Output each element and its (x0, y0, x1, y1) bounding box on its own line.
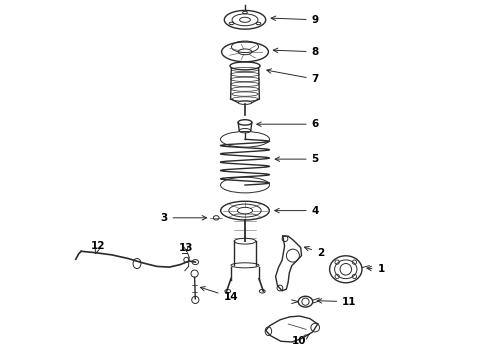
Text: 11: 11 (317, 297, 357, 307)
Text: 1: 1 (367, 264, 385, 274)
Text: 5: 5 (275, 154, 319, 164)
Text: 13: 13 (179, 243, 194, 253)
Text: 10: 10 (292, 334, 309, 346)
Text: 6: 6 (257, 119, 319, 129)
Text: 9: 9 (271, 15, 318, 25)
Text: 8: 8 (273, 47, 319, 57)
Text: 3: 3 (160, 213, 207, 223)
Text: 12: 12 (91, 240, 105, 253)
Text: 4: 4 (275, 206, 319, 216)
Text: 7: 7 (267, 69, 319, 84)
Text: 2: 2 (304, 247, 324, 258)
Text: 14: 14 (200, 287, 238, 302)
